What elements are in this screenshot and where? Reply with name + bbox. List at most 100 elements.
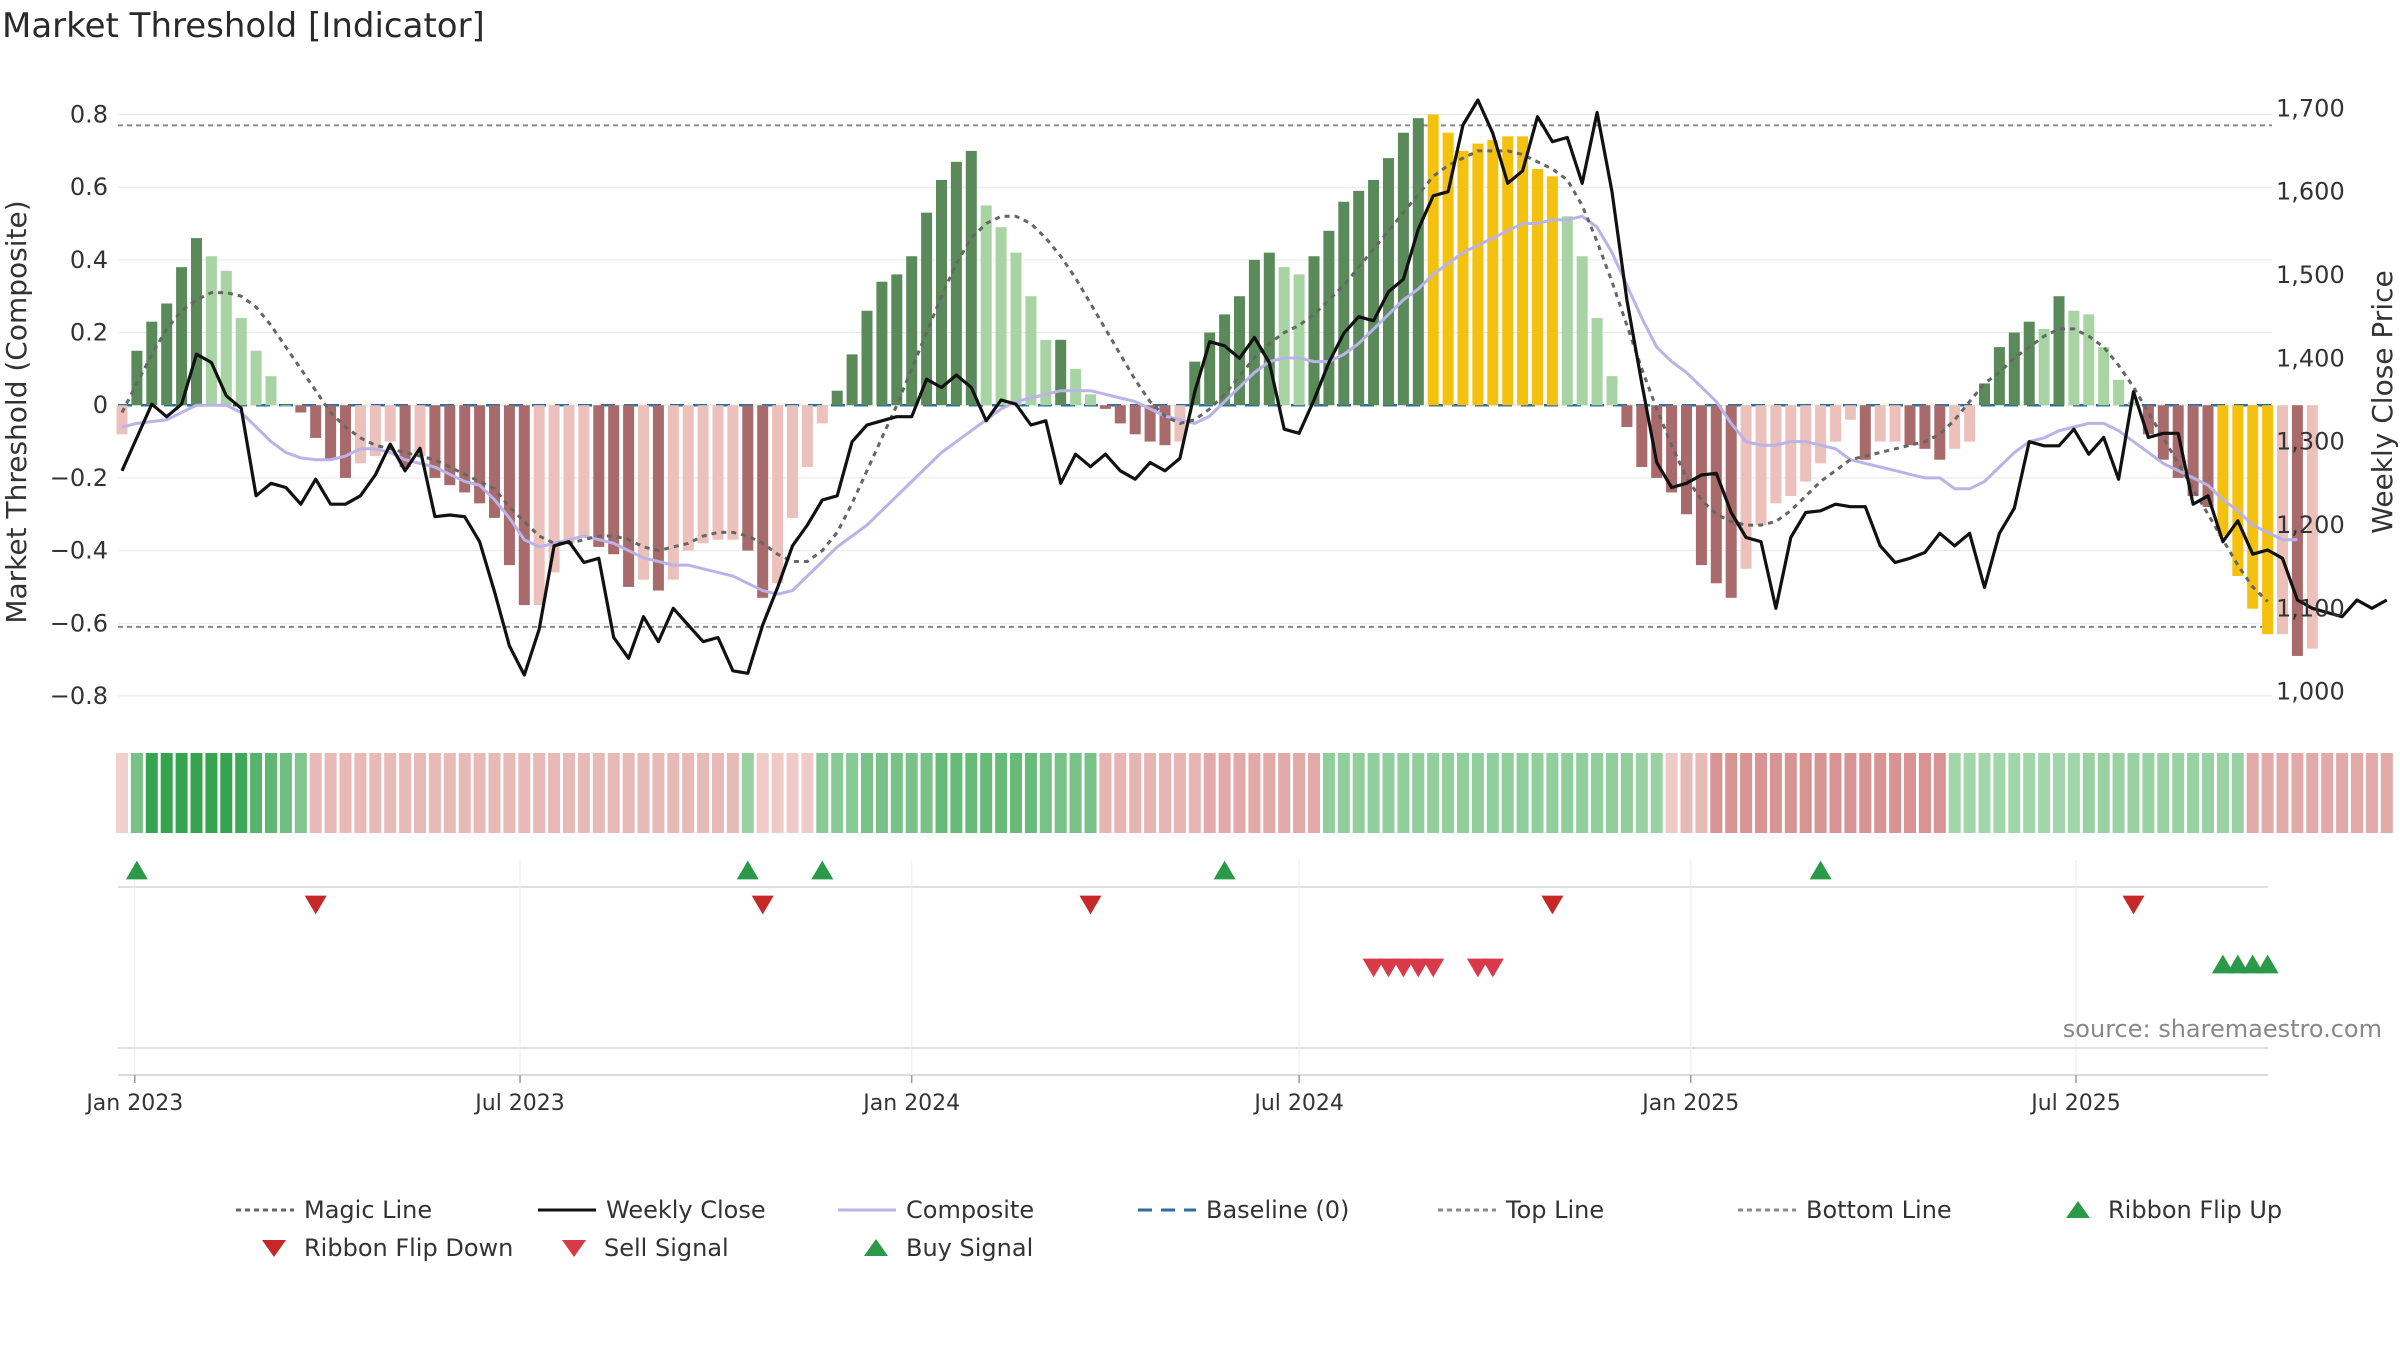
y-tick-label: 0.6 bbox=[70, 173, 108, 201]
composite-bar bbox=[1725, 405, 1737, 598]
composite-bar bbox=[325, 405, 337, 460]
ribbon-cell bbox=[1337, 753, 1350, 833]
x-axis: Jan 2023 Jul 2023 Jan 2024 Jul 2024 Jan 2025… bbox=[84, 1075, 2121, 1116]
composite-bar bbox=[1621, 405, 1633, 428]
composite-bar bbox=[399, 405, 411, 468]
ribbon-cell bbox=[890, 753, 903, 833]
ribbon-cell bbox=[2097, 753, 2110, 833]
composite-bar bbox=[980, 205, 992, 406]
ribbon-cell bbox=[726, 753, 739, 833]
ribbon-cell bbox=[1948, 753, 1961, 833]
ribbon-cell bbox=[1263, 753, 1276, 833]
ribbon-cell bbox=[1784, 753, 1797, 833]
ribbon-cell bbox=[1859, 753, 1872, 833]
ribbon-cell bbox=[533, 753, 546, 833]
composite-bar bbox=[1025, 296, 1037, 406]
ribbon-cell bbox=[548, 753, 561, 833]
composite-bar bbox=[518, 405, 530, 606]
composite-bar bbox=[906, 256, 918, 406]
composite-bar bbox=[1248, 259, 1260, 406]
ribbon-cell bbox=[190, 753, 203, 833]
composite-bar bbox=[1785, 405, 1797, 497]
ribbon-cell bbox=[175, 753, 188, 833]
ribbon-cell bbox=[935, 753, 948, 833]
y-tick-label: 0.4 bbox=[70, 246, 108, 274]
composite-bar bbox=[1368, 179, 1380, 406]
composite-bar bbox=[250, 350, 262, 406]
legend-label: Sell Signal bbox=[604, 1234, 729, 1262]
ribbon-flip-down-marker bbox=[1079, 895, 1102, 915]
composite-bar bbox=[131, 350, 143, 406]
composite-bar bbox=[667, 405, 679, 580]
composite-bar bbox=[1740, 405, 1752, 569]
ribbon-cell bbox=[339, 753, 352, 833]
ribbon-cell bbox=[2127, 753, 2140, 833]
composite-bar bbox=[965, 150, 977, 406]
line-legend-icon bbox=[838, 1200, 906, 1220]
composite-bar bbox=[638, 405, 649, 580]
ribbon-cell bbox=[846, 753, 859, 833]
ribbon-cell bbox=[235, 753, 248, 833]
composite-bar bbox=[1889, 405, 1901, 442]
ribbon-cell bbox=[1114, 753, 1127, 833]
composite-bar bbox=[1114, 405, 1126, 424]
x-tick-label: Jul 2024 bbox=[1252, 1091, 1344, 1116]
ribbon-cell bbox=[2291, 753, 2304, 833]
ribbon-cell bbox=[1844, 753, 1857, 833]
composite-bar bbox=[429, 405, 441, 478]
ribbon-cell bbox=[875, 753, 888, 833]
triangle-down-legend-icon bbox=[254, 1237, 304, 1259]
ribbon-cell bbox=[1978, 753, 1991, 833]
composite-bar bbox=[474, 405, 486, 504]
composite-bar bbox=[1964, 405, 1976, 442]
composite-bar bbox=[682, 405, 694, 551]
composite-bar bbox=[1472, 143, 1484, 406]
composite-bar bbox=[1487, 139, 1499, 406]
composite-bar bbox=[1219, 314, 1231, 406]
ribbon-cell bbox=[2142, 753, 2155, 833]
legend-label: Ribbon Flip Down bbox=[304, 1234, 514, 1262]
signal-rows bbox=[118, 860, 2279, 1076]
composite-bar bbox=[578, 405, 590, 537]
sell-signal-marker bbox=[1392, 958, 1415, 978]
y-tick-label: −0.4 bbox=[50, 537, 108, 565]
ribbon-cell bbox=[1963, 753, 1976, 833]
ribbon-cell bbox=[1918, 753, 1931, 833]
ribbon-cell bbox=[1248, 753, 1261, 833]
ribbon-cell bbox=[756, 753, 769, 833]
composite-bar bbox=[1576, 256, 1588, 406]
ribbon-cell bbox=[2112, 753, 2125, 833]
composite-bar bbox=[1055, 339, 1067, 406]
composite-bar bbox=[876, 281, 888, 406]
composite-bar bbox=[1904, 405, 1916, 446]
composite-bar bbox=[161, 303, 173, 406]
sell-signal-marker bbox=[1481, 958, 1504, 978]
ribbon-cell bbox=[1650, 753, 1663, 833]
composite-bar bbox=[1189, 361, 1201, 406]
ribbon-cell bbox=[2261, 753, 2274, 833]
ribbon-cell bbox=[1755, 753, 1767, 833]
legend-label: Magic Line bbox=[304, 1196, 433, 1224]
y-tick-label: −0.8 bbox=[50, 682, 108, 710]
composite-bar bbox=[1040, 339, 1052, 406]
ribbon-cell bbox=[980, 753, 993, 833]
composite-bar bbox=[1397, 132, 1409, 406]
composite-bar bbox=[950, 161, 962, 406]
ribbon-cell bbox=[294, 753, 307, 833]
ribbon-flip-up-marker bbox=[811, 860, 834, 880]
ribbon-cell bbox=[1546, 753, 1559, 833]
composite-bar bbox=[205, 256, 217, 406]
legend-item: Top Line bbox=[1438, 1196, 1604, 1224]
ribbon-strip bbox=[116, 753, 2393, 833]
ribbon-cell bbox=[995, 753, 1008, 833]
composite-bar bbox=[2038, 328, 2050, 406]
composite-bar bbox=[1234, 296, 1245, 406]
y-right-tick-label: 1,300 bbox=[2276, 428, 2345, 456]
composite-bar bbox=[1561, 216, 1573, 406]
ribbon-cell bbox=[1352, 753, 1365, 833]
composite-bar bbox=[1412, 118, 1424, 406]
composite-bar bbox=[757, 405, 769, 598]
ribbon-cell bbox=[861, 753, 873, 833]
legend-item: Buy Signal bbox=[856, 1234, 1033, 1262]
ribbon-cell bbox=[518, 753, 531, 833]
